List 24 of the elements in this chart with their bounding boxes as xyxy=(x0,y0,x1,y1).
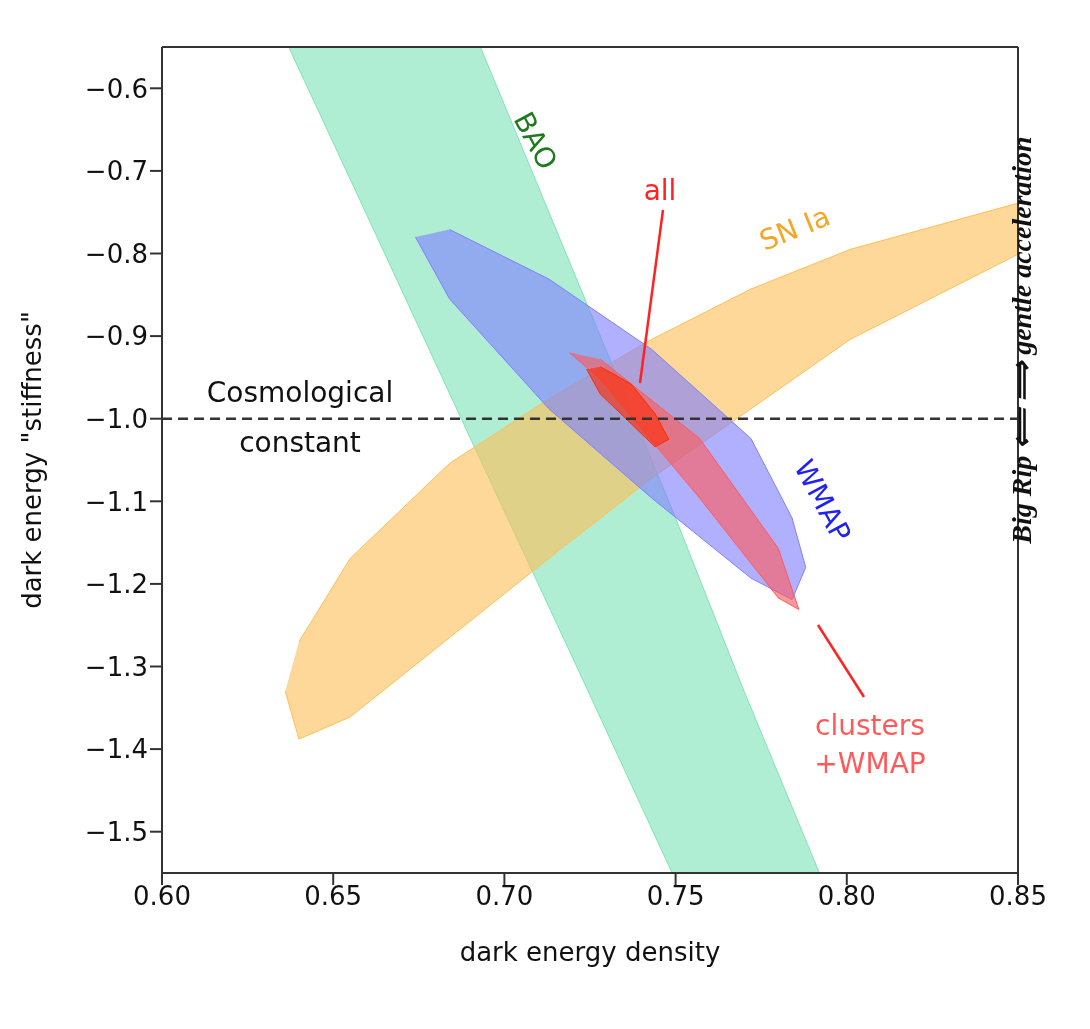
ref-line-label: Cosmological constant xyxy=(205,375,395,461)
x-tick-label: 0.75 xyxy=(646,881,705,912)
y-tick-label: −1.5 xyxy=(84,816,148,847)
x-axis-title: dark energy density xyxy=(459,937,721,967)
x-tick-label: 0.70 xyxy=(475,881,534,912)
y-tick-label: −1.3 xyxy=(84,651,148,682)
y-tick-label: −1.4 xyxy=(84,734,148,765)
text: SN Ia xyxy=(753,198,836,260)
annotation: Big Rip ⟸ ⟹ gentle acceleration xyxy=(1005,135,1038,546)
text: BAO xyxy=(505,105,566,177)
text: clusters +WMAP xyxy=(813,708,927,782)
x-tick-label: 0.80 xyxy=(817,881,876,912)
y-tick-label: −0.8 xyxy=(84,238,148,269)
y-tick-label: −1.0 xyxy=(84,403,148,434)
x-tick-label: 0.85 xyxy=(989,881,1047,912)
y-tick-label: −0.9 xyxy=(84,321,148,352)
x-tick-label: 0.65 xyxy=(304,881,363,912)
y-tick-label: −1.1 xyxy=(84,486,148,517)
text: all xyxy=(642,173,678,209)
y-tick-label: −0.6 xyxy=(84,73,148,104)
y-axis-title: dark energy "stiffness" xyxy=(17,311,48,609)
y-tick-label: −0.7 xyxy=(84,156,148,187)
x-tick-label: 0.60 xyxy=(133,881,191,912)
y-tick-label: −1.2 xyxy=(84,569,148,600)
